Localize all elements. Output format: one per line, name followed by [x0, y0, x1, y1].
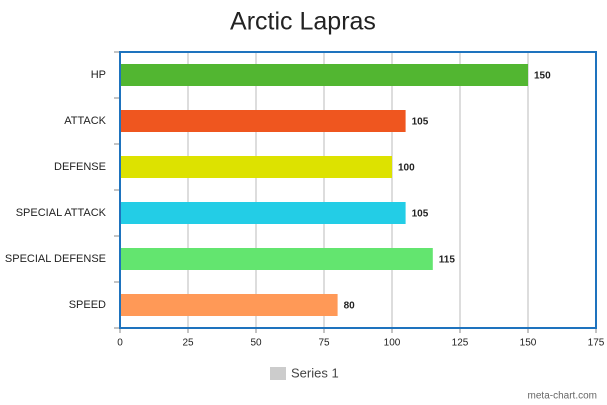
legend-label: Series 1 — [291, 365, 339, 380]
data-label: 115 — [439, 255, 456, 266]
y-tick-label: SPECIAL ATTACK — [16, 207, 107, 219]
x-tick-label: 150 — [520, 338, 537, 349]
watermark: meta-chart.com — [528, 391, 597, 402]
bar — [120, 294, 338, 316]
x-tick-label: 75 — [318, 338, 330, 349]
data-label: 150 — [534, 71, 551, 82]
y-tick-label: ATTACK — [64, 115, 106, 127]
bar — [120, 248, 433, 270]
bar — [120, 202, 406, 224]
x-tick-label: 25 — [182, 338, 194, 349]
legend-swatch — [270, 367, 286, 380]
bar — [120, 64, 528, 86]
y-tick-label: SPEED — [69, 299, 106, 311]
x-tick-label: 175 — [588, 338, 605, 349]
x-tick-label: 50 — [250, 338, 262, 349]
bar — [120, 156, 392, 178]
y-tick-label: HP — [91, 69, 106, 81]
x-tick-label: 0 — [117, 338, 123, 349]
plot-border — [119, 51, 597, 329]
chart-title: Arctic Lapras — [230, 8, 376, 36]
data-label: 105 — [412, 209, 429, 220]
x-tick-label: 100 — [384, 338, 401, 349]
data-label: 80 — [344, 301, 356, 312]
data-label: 100 — [398, 163, 415, 174]
x-tick-label: 125 — [452, 338, 469, 349]
data-label: 105 — [412, 117, 429, 128]
bar — [120, 110, 406, 132]
y-tick-label: SPECIAL DEFENSE — [5, 253, 106, 265]
y-tick-label: DEFENSE — [54, 161, 106, 173]
